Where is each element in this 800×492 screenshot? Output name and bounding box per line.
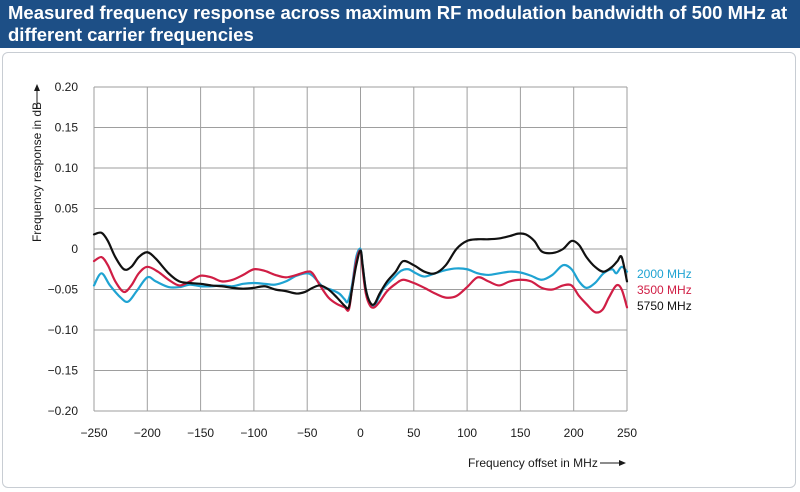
y-tick-label: −0.10: [48, 323, 79, 337]
chart-title: Measured frequency response across maxim…: [8, 2, 788, 45]
title-bar: Measured frequency response across maxim…: [0, 0, 800, 48]
y-tick-label: 0: [71, 242, 78, 256]
x-tick-label: 200: [564, 426, 584, 440]
y-tick-labels: 0.20 0.15 0.10 0.05 0 −0.05 −0.10 −0.15 −0.20: [48, 80, 79, 418]
x-tick-label: 250: [617, 426, 637, 440]
grid: [93, 86, 628, 412]
x-tick-label: −50: [297, 426, 318, 440]
y-axis-label: Frequency response in dB: [30, 102, 44, 242]
x-tick-label: −250: [80, 426, 107, 440]
legend-3500-mhz: 3500 MHz: [637, 283, 692, 297]
series-line-5750-mhz: [92, 231, 629, 310]
x-tick-labels: −250 −200 −150 −100 −50 0 50 100 150 200 250: [80, 426, 637, 440]
y-axis-label-group: Frequency response in dB: [30, 84, 44, 242]
y-tick-label: 0.10: [55, 161, 79, 175]
legend: 2000 MHz 3500 MHz 5750 MHz: [637, 267, 692, 313]
y-tick-label: 0.15: [55, 121, 79, 135]
y-tick-label: −0.15: [48, 364, 79, 378]
x-axis-arrow-head: [619, 460, 626, 466]
y-tick-label: 0.20: [55, 80, 79, 94]
x-tick-label: 50: [407, 426, 421, 440]
x-tick-label: −100: [240, 426, 267, 440]
x-tick-label: 150: [510, 426, 530, 440]
y-tick-label: 0.05: [55, 202, 79, 216]
x-axis-label: Frequency offset in MHz: [468, 456, 598, 470]
legend-5750-mhz: 5750 MHz: [637, 299, 692, 313]
x-axis-label-group: Frequency offset in MHz: [468, 456, 626, 470]
y-tick-label: −0.05: [48, 283, 79, 297]
x-tick-label: 0: [357, 426, 364, 440]
x-tick-label: −150: [187, 426, 214, 440]
legend-2000-mhz: 2000 MHz: [637, 267, 692, 281]
series-lines: [92, 231, 629, 314]
x-tick-label: 100: [457, 426, 477, 440]
y-axis-arrow-head: [34, 84, 40, 91]
x-tick-label: −200: [134, 426, 161, 440]
chart-panel: [2, 52, 796, 488]
y-tick-label: −0.20: [48, 404, 79, 418]
